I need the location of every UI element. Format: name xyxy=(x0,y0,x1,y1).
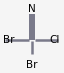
Text: Br: Br xyxy=(26,60,38,70)
Text: Cl: Cl xyxy=(50,35,60,45)
Text: Br: Br xyxy=(3,35,15,45)
Text: N: N xyxy=(28,4,36,14)
Bar xyxy=(29,14,35,40)
